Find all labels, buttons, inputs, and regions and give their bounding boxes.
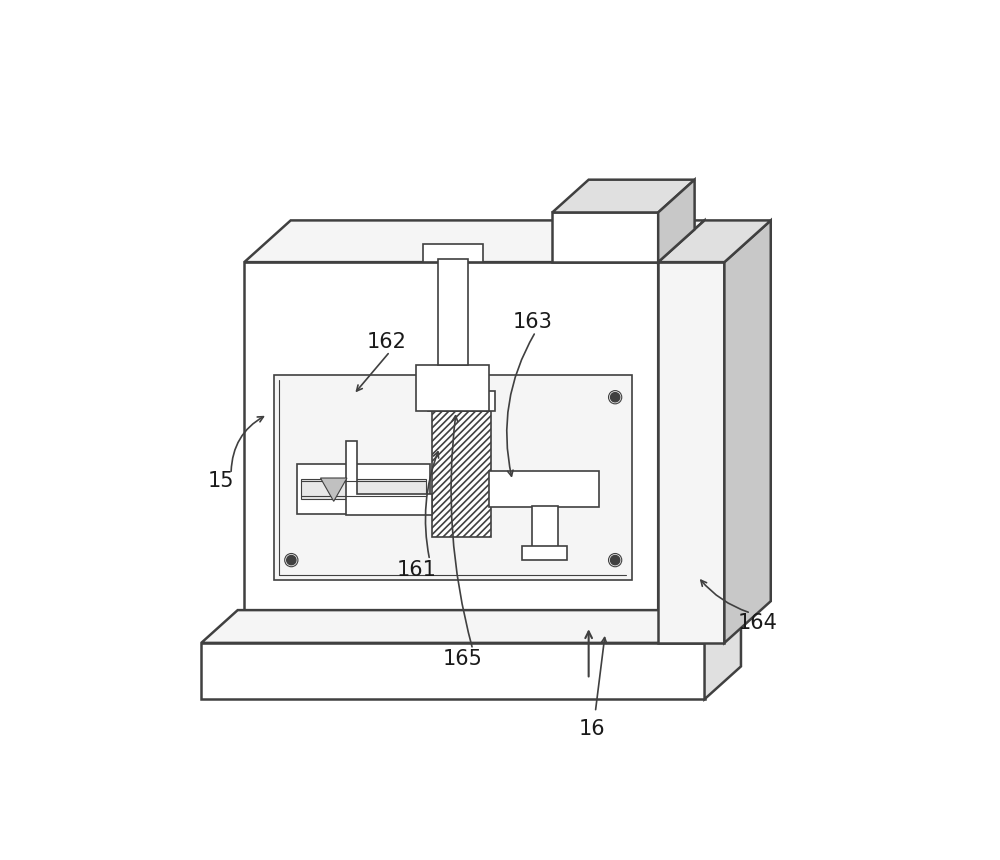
Polygon shape <box>552 212 658 262</box>
Bar <box>489 470 599 507</box>
Polygon shape <box>432 411 491 537</box>
Bar <box>522 545 567 560</box>
Bar <box>428 391 495 411</box>
Circle shape <box>611 392 620 402</box>
Polygon shape <box>244 262 658 649</box>
Polygon shape <box>201 643 705 699</box>
Bar <box>301 479 426 499</box>
Text: 163: 163 <box>512 311 552 332</box>
Text: 16: 16 <box>579 719 605 739</box>
Bar <box>416 365 489 411</box>
Polygon shape <box>658 220 771 262</box>
Text: 161: 161 <box>397 560 436 580</box>
Polygon shape <box>658 180 695 262</box>
Polygon shape <box>724 220 771 643</box>
Polygon shape <box>705 610 741 699</box>
Text: 164: 164 <box>738 613 777 633</box>
Bar <box>532 506 558 547</box>
Text: 165: 165 <box>443 649 483 669</box>
Text: 15: 15 <box>208 470 234 491</box>
Bar <box>438 259 468 365</box>
Polygon shape <box>320 478 347 501</box>
Polygon shape <box>658 262 724 643</box>
Polygon shape <box>552 180 695 212</box>
Polygon shape <box>201 610 741 643</box>
Circle shape <box>611 556 620 565</box>
Polygon shape <box>274 375 632 580</box>
Polygon shape <box>346 441 432 515</box>
Polygon shape <box>658 220 705 649</box>
Bar <box>297 464 430 513</box>
Text: 162: 162 <box>367 332 407 352</box>
Circle shape <box>287 556 296 565</box>
Bar <box>423 243 483 262</box>
Polygon shape <box>244 220 705 262</box>
